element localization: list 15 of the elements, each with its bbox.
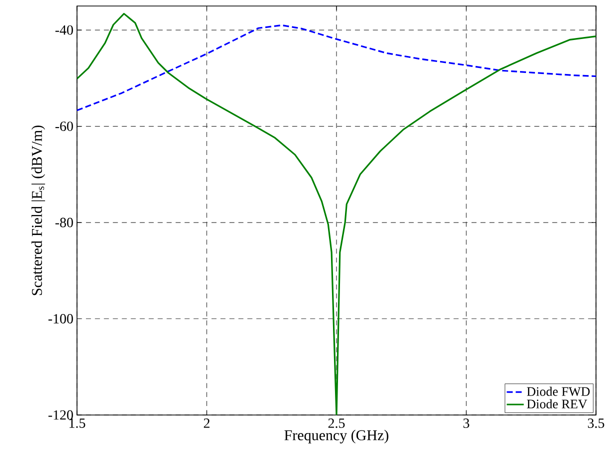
y-tick-label: -60 — [55, 122, 73, 131]
y-tick-label: -120 — [48, 410, 73, 420]
x-tick-label: 2.5 — [328, 418, 345, 428]
line-series — [77, 24, 596, 112]
y-axis-title: Scattered Field |E$_{s}$| (dBV/m) — [31, 126, 46, 296]
x-axis-title: Frequency (GHz) — [284, 430, 388, 444]
x-tick-label: 2 — [204, 418, 210, 428]
legend-label: Diode FWD — [526, 386, 590, 396]
x-tick-label: 3.5 — [588, 418, 604, 428]
legend-label: Diode REV — [526, 399, 588, 408]
y-tick-label: -100 — [48, 314, 73, 324]
y-tick-label: -80 — [55, 218, 73, 228]
x-tick-label: 3 — [463, 418, 470, 428]
x-tick-label: 1.5 — [70, 418, 86, 428]
y-tick-label: -40 — [55, 25, 73, 35]
